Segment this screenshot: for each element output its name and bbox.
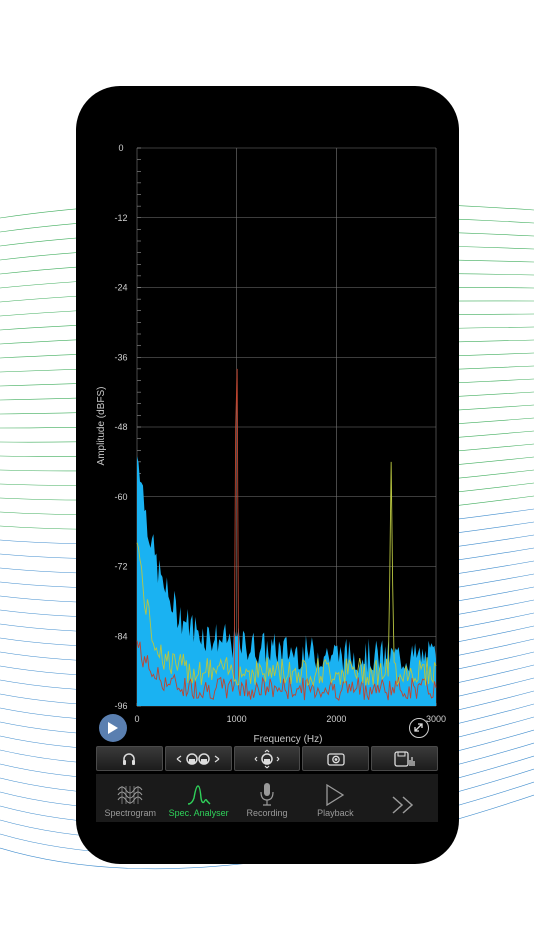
- headphones-pair-button[interactable]: [164, 746, 232, 771]
- spectrum-fill: [137, 456, 436, 706]
- spectrogram-icon: [117, 786, 143, 804]
- headphones-move-button[interactable]: [233, 746, 301, 771]
- tab-label: Spectrogram: [104, 808, 156, 818]
- x-tick-label: 1000: [227, 714, 247, 724]
- y-tick-label: -84: [114, 631, 127, 641]
- y-tick-label: -24: [114, 283, 127, 293]
- expand-icon: [414, 723, 423, 732]
- y-tick-label: -48: [114, 422, 127, 432]
- app-screen: 0 -12 -24 -36 -48 -60 -72 -84 -96 0 1000 2000 3000 …: [76, 86, 459, 864]
- headphones-icon: [123, 752, 136, 765]
- microphone-icon: [260, 783, 274, 806]
- y-axis-label: Amplitude (dBFS): [96, 387, 107, 466]
- x-tick-labels: 0 1000 2000 3000: [134, 714, 446, 724]
- save-icon: [393, 750, 415, 767]
- y-tick-label: -72: [114, 562, 127, 572]
- headphones-pair-arrows-icon: [176, 752, 220, 765]
- spectrum-plot: 0-12-24-36-48-60-72-84-96 0 1000 2000 3000 …: [96, 143, 446, 745]
- y-tick-label: -96: [114, 701, 127, 711]
- phone-frame: 0 -12 -24 -36 -48 -60 -72 -84 -96 0 1000 2000 3000 …: [76, 86, 459, 864]
- headphones-button[interactable]: [96, 746, 163, 771]
- y-tick-label: 0: [118, 143, 123, 153]
- spec-analyser-icon: [187, 785, 211, 805]
- plot-grid: [136, 147, 437, 707]
- y-tick-labels: 0 -12 -24 -36 -48 -60 -72 -84 -96: [114, 143, 127, 711]
- secondary-trace: [136, 461, 437, 687]
- play-outline-icon: [326, 784, 345, 806]
- y-tick-label: -60: [114, 492, 127, 502]
- more-chevrons-icon: [392, 796, 413, 814]
- play-icon: [108, 722, 118, 734]
- tab-bar: Spectrogram Spec. Analyser Recording: [96, 774, 438, 822]
- camera-button[interactable]: [302, 746, 370, 771]
- tab-label: Spec. Analyser: [168, 808, 229, 818]
- play-button[interactable]: [99, 714, 127, 742]
- tab-spec-analyser[interactable]: Spec. Analyser: [164, 774, 232, 822]
- headphones-move-icon: [254, 749, 280, 768]
- x-axis-label: Frequency (Hz): [254, 734, 323, 745]
- tab-more[interactable]: [370, 774, 438, 822]
- y-tick-label: -12: [114, 213, 127, 223]
- camera-icon: [327, 752, 345, 766]
- tab-playback[interactable]: Playback: [301, 774, 369, 822]
- peak-trace: [136, 368, 437, 702]
- expand-button[interactable]: [409, 718, 429, 738]
- y-tick-label: -36: [114, 352, 127, 362]
- tab-label: Recording: [246, 808, 288, 818]
- x-tick-label: 0: [134, 714, 139, 724]
- x-tick-label: 2000: [326, 714, 346, 724]
- save-button[interactable]: [371, 746, 438, 771]
- tab-recording[interactable]: Recording: [233, 774, 301, 822]
- tab-label: Playback: [317, 808, 354, 818]
- x-tick-label: 3000: [426, 714, 446, 724]
- tab-spectrogram[interactable]: Spectrogram: [96, 774, 164, 822]
- control-toolbar: [96, 746, 438, 771]
- plot-traces: [136, 368, 437, 706]
